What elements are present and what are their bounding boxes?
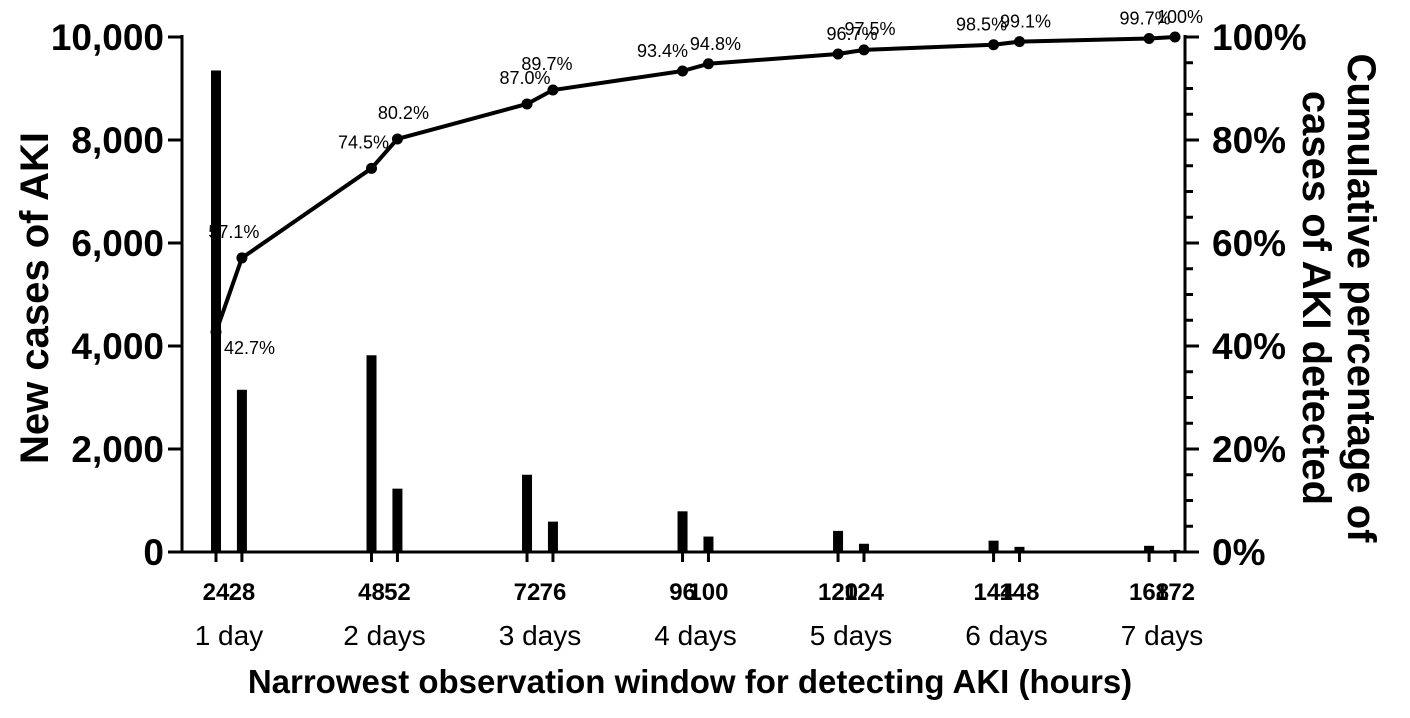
bar xyxy=(858,543,869,552)
cumulative-point xyxy=(1143,33,1155,45)
point-label: 93.4% xyxy=(637,41,688,61)
bar xyxy=(1144,545,1155,552)
cumulative-line xyxy=(214,35,1176,333)
x-tick-label: 120 xyxy=(818,579,858,606)
x-tick-label: 168 xyxy=(1129,579,1169,606)
day-label: 2 days xyxy=(343,620,426,651)
day-label: 1 day xyxy=(195,620,264,651)
axes-group: 0 2,000 4,000 6,000 8,000 10,000 0% 20% 40% 60% 80… xyxy=(13,17,1383,700)
right-tick-label: 80% xyxy=(1212,120,1286,161)
point-label: 94.8% xyxy=(690,34,741,54)
bar xyxy=(677,511,688,552)
bars-group xyxy=(211,70,1180,552)
x-tick-label: 172 xyxy=(1155,579,1195,606)
x-tick-label: 148 xyxy=(999,579,1039,606)
right-axis-title-line-2: cases of AKI detected xyxy=(1294,91,1338,505)
day-label: 7 days xyxy=(1121,620,1204,651)
day-label: 3 days xyxy=(499,620,582,651)
bar xyxy=(833,530,844,552)
x-tick-label: 96 xyxy=(669,579,696,606)
cumulative-point xyxy=(547,84,559,96)
x-axis-title: Narrowest observation window for detecti… xyxy=(248,663,1132,700)
right-axis-title-line-1: Cumulative percentage of xyxy=(1339,53,1383,543)
left-axis-title: New cases of AKI xyxy=(13,132,57,464)
left-tick-label: 0 xyxy=(143,532,164,573)
left-tick-label: 6,000 xyxy=(71,223,164,264)
x-tick-label: 24 xyxy=(203,579,230,606)
bar xyxy=(1014,546,1025,552)
point-label: 96.7% xyxy=(827,24,878,44)
x-tick-label: 76 xyxy=(540,579,567,606)
cumulative-point xyxy=(677,65,689,77)
x-tick-label: 48 xyxy=(358,579,385,606)
cumulative-point xyxy=(521,98,533,110)
bar xyxy=(522,474,533,552)
point-label: 97.5% xyxy=(844,19,895,39)
cumulative-point xyxy=(858,44,870,56)
bar xyxy=(547,521,558,552)
x-tick-label: 124 xyxy=(844,579,885,606)
day-label: 6 days xyxy=(965,620,1048,651)
cumulative-point xyxy=(1013,36,1025,48)
x-tick-label: 28 xyxy=(229,579,256,606)
right-tick-label: 40% xyxy=(1212,326,1286,367)
point-label: 74.5% xyxy=(338,132,389,152)
left-tick-label: 10,000 xyxy=(51,17,164,58)
left-tick-label: 8,000 xyxy=(71,120,164,161)
bar xyxy=(703,536,714,552)
x-tick-label: 100 xyxy=(688,579,728,606)
right-tick-label: 60% xyxy=(1212,223,1286,264)
day-label: 5 days xyxy=(810,620,893,651)
point-label: 100% xyxy=(1157,7,1203,27)
x-tick-label: 72 xyxy=(514,579,541,606)
bar xyxy=(366,355,377,552)
right-tick-label: 100% xyxy=(1212,17,1307,58)
point-label: 89.7% xyxy=(521,54,572,74)
point-label: 98.5% xyxy=(956,15,1007,35)
left-tick-label: 2,000 xyxy=(71,429,164,470)
day-label: 4 days xyxy=(654,620,737,651)
cumulative-line-group xyxy=(210,31,1181,338)
bar xyxy=(236,389,247,552)
cumulative-point xyxy=(391,133,403,145)
point-label: 99.1% xyxy=(1000,12,1051,32)
cumulative-point xyxy=(988,39,1000,51)
labels-group: 42.7% 57.1% 74.5% 80.2% 87.0%89.7% 93.4% 94.8%… xyxy=(208,7,1203,358)
point-label: 57.1% xyxy=(208,222,259,242)
point-label: 42.7% xyxy=(224,338,275,358)
cumulative-point xyxy=(832,48,844,60)
point-label: 99.7% xyxy=(1120,9,1171,29)
x-tick-label: 52 xyxy=(384,579,411,606)
cumulative-point xyxy=(1169,31,1181,43)
x-tick-label: 144 xyxy=(974,579,1015,606)
left-tick-label: 4,000 xyxy=(71,326,164,367)
bar xyxy=(988,540,999,552)
bar xyxy=(392,488,403,552)
bar xyxy=(211,70,221,552)
right-tick-label: 20% xyxy=(1212,429,1286,470)
cumulative-point xyxy=(210,326,222,338)
cumulative-point xyxy=(236,252,248,264)
cumulative-point xyxy=(702,58,714,70)
right-tick-label: 0% xyxy=(1212,532,1265,573)
point-label: 87.0% xyxy=(500,68,551,88)
cumulative-point xyxy=(366,162,378,174)
point-label: 80.2% xyxy=(378,103,429,123)
